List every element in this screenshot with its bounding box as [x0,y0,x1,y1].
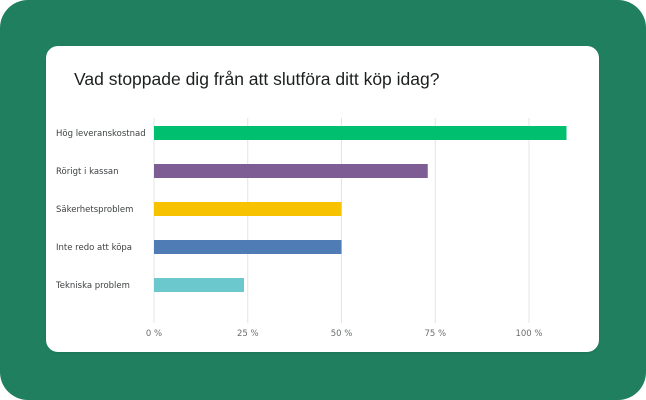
category-label: Säkerhetsproblem [56,205,133,215]
chart-title: Vad stoppade dig från att slutföra ditt … [74,69,440,89]
category-label: Tekniska problem [55,281,130,291]
x-tick-label: 50 % [331,329,353,339]
bar [154,278,244,292]
chart-card: Vad stoppade dig från att slutföra ditt … [46,46,599,352]
category-label: Inte redo att köpa [56,243,132,253]
bar-layer [154,126,567,292]
bar [154,126,567,140]
bar [154,202,342,216]
x-tick-label: 0 % [146,329,162,339]
tick-layer: 0 % 25 % 50 % 75 % 100 % [146,329,543,339]
grid-layer [153,118,530,323]
x-tick-label: 25 % [237,329,259,339]
category-label: Hög leveranskostnad [56,129,146,139]
bar [154,164,428,178]
x-tick-label: 75 % [424,329,446,339]
x-tick-label: 100 % [515,329,542,339]
label-layer: Hög leveranskostnad Rörigt i kassan Säkerh… [55,129,146,291]
bar-chart: Hög leveranskostnad Rörigt i kassan Säkerh… [55,118,567,339]
bar [154,240,342,254]
category-label: Rörigt i kassan [56,167,119,177]
